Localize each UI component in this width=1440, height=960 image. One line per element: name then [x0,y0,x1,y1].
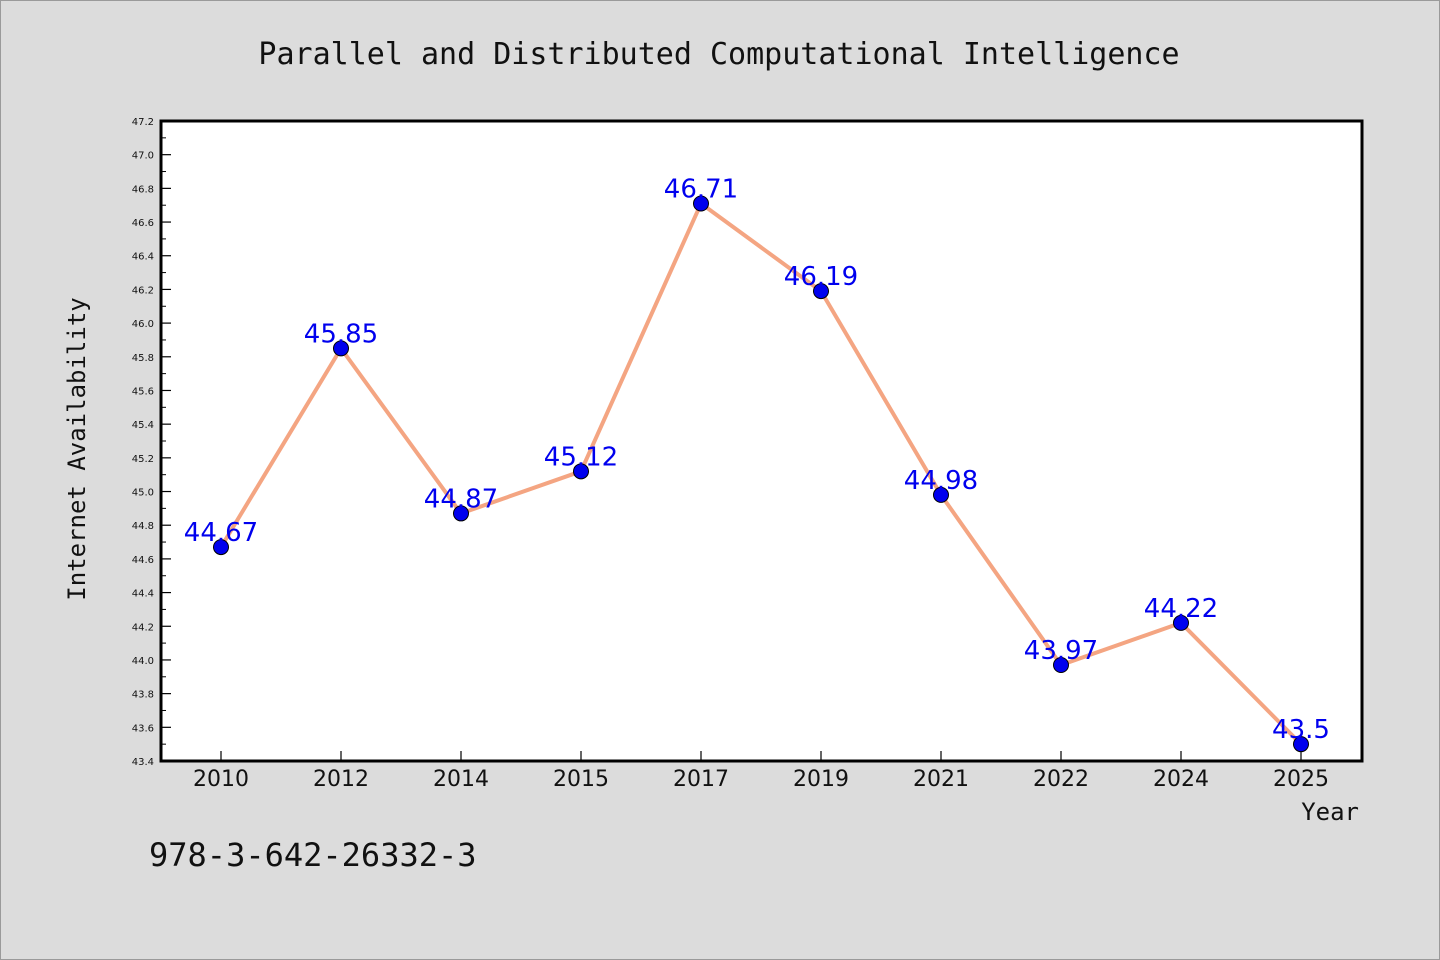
y-tick-label: 44.4 [132,589,154,600]
y-tick-label: 46.0 [132,319,154,330]
chart-title: Parallel and Distributed Computational I… [258,37,1179,72]
data-point [813,283,829,300]
data-point [453,505,469,522]
x-tick-label: 2021 [913,767,969,792]
x-tick-label: 2010 [193,767,249,792]
y-axis-label: Internet Availability [63,297,91,600]
data-label: 43.97 [1024,636,1098,666]
data-label: 44.98 [904,466,978,496]
y-tick-label: 46.6 [132,218,154,229]
x-tick-label: 2017 [673,767,729,792]
data-point [213,539,229,556]
data-point [1053,657,1069,673]
y-tick-label: 46.4 [132,252,154,263]
y-tick-label: 45.8 [132,353,154,364]
x-tick-label: 2019 [793,767,849,792]
data-point [933,486,949,503]
series-line [219,201,1303,746]
y-tick-label: 43.8 [132,690,154,701]
data-point [1293,736,1309,753]
y-tick-label: 44.8 [132,521,154,532]
y-tick-label: 44.6 [132,555,154,566]
y-tick-label: 44.0 [132,656,154,667]
x-tick-label: 2025 [1273,767,1329,792]
data-label: 44.22 [1144,594,1218,624]
x-axis-label: Year [1301,798,1359,826]
data-label: 46.71 [664,175,738,205]
x-tick-label: 2022 [1033,767,1089,792]
x-tick-label: 2014 [433,767,489,792]
x-tick-label: 2015 [553,767,609,792]
y-tick-label: 43.4 [132,757,154,768]
data-point [573,463,589,480]
x-tick-label: 2024 [1153,767,1209,792]
y-tick-label: 46.8 [132,184,154,195]
caption-isbn: 978-3-642-26332-3 [149,836,477,874]
data-label: 45.85 [304,319,378,349]
y-tick-label: 47.2 [132,117,154,128]
y-tick-label: 47.0 [132,151,154,162]
y-tick-label: 44.2 [132,622,154,633]
data-label: 44.87 [424,484,498,514]
y-tick-label: 45.6 [132,386,154,397]
y-tick-label: 45.0 [132,488,154,499]
series-layer: 44.67 45.85 44.87 45.12 46.71 46.19 44.98 43.97… [184,175,1330,753]
data-label: 45.12 [544,442,618,472]
data-point [693,195,709,212]
y-tick-label: 46.2 [132,285,154,296]
y-tick-label: 43.6 [132,723,154,734]
data-label: 44.67 [184,518,258,548]
y-tick-label: 45.4 [132,420,154,431]
data-point [333,340,349,357]
plot-area [159,119,1364,763]
data-label: 43.5 [1272,715,1330,745]
data-label: 46.19 [784,262,858,292]
y-axis: 43.4 43.6 43.8 44.0 44.2 44.4 44.6 44.8 45.0 45.2… [132,117,171,768]
x-axis: 2010 2012 2014 2015 2017 2019 2021 2022 2024 2025 [193,751,1329,792]
data-point [1173,614,1189,631]
x-tick-label: 2012 [313,767,369,792]
y-tick-label: 45.2 [132,454,154,465]
